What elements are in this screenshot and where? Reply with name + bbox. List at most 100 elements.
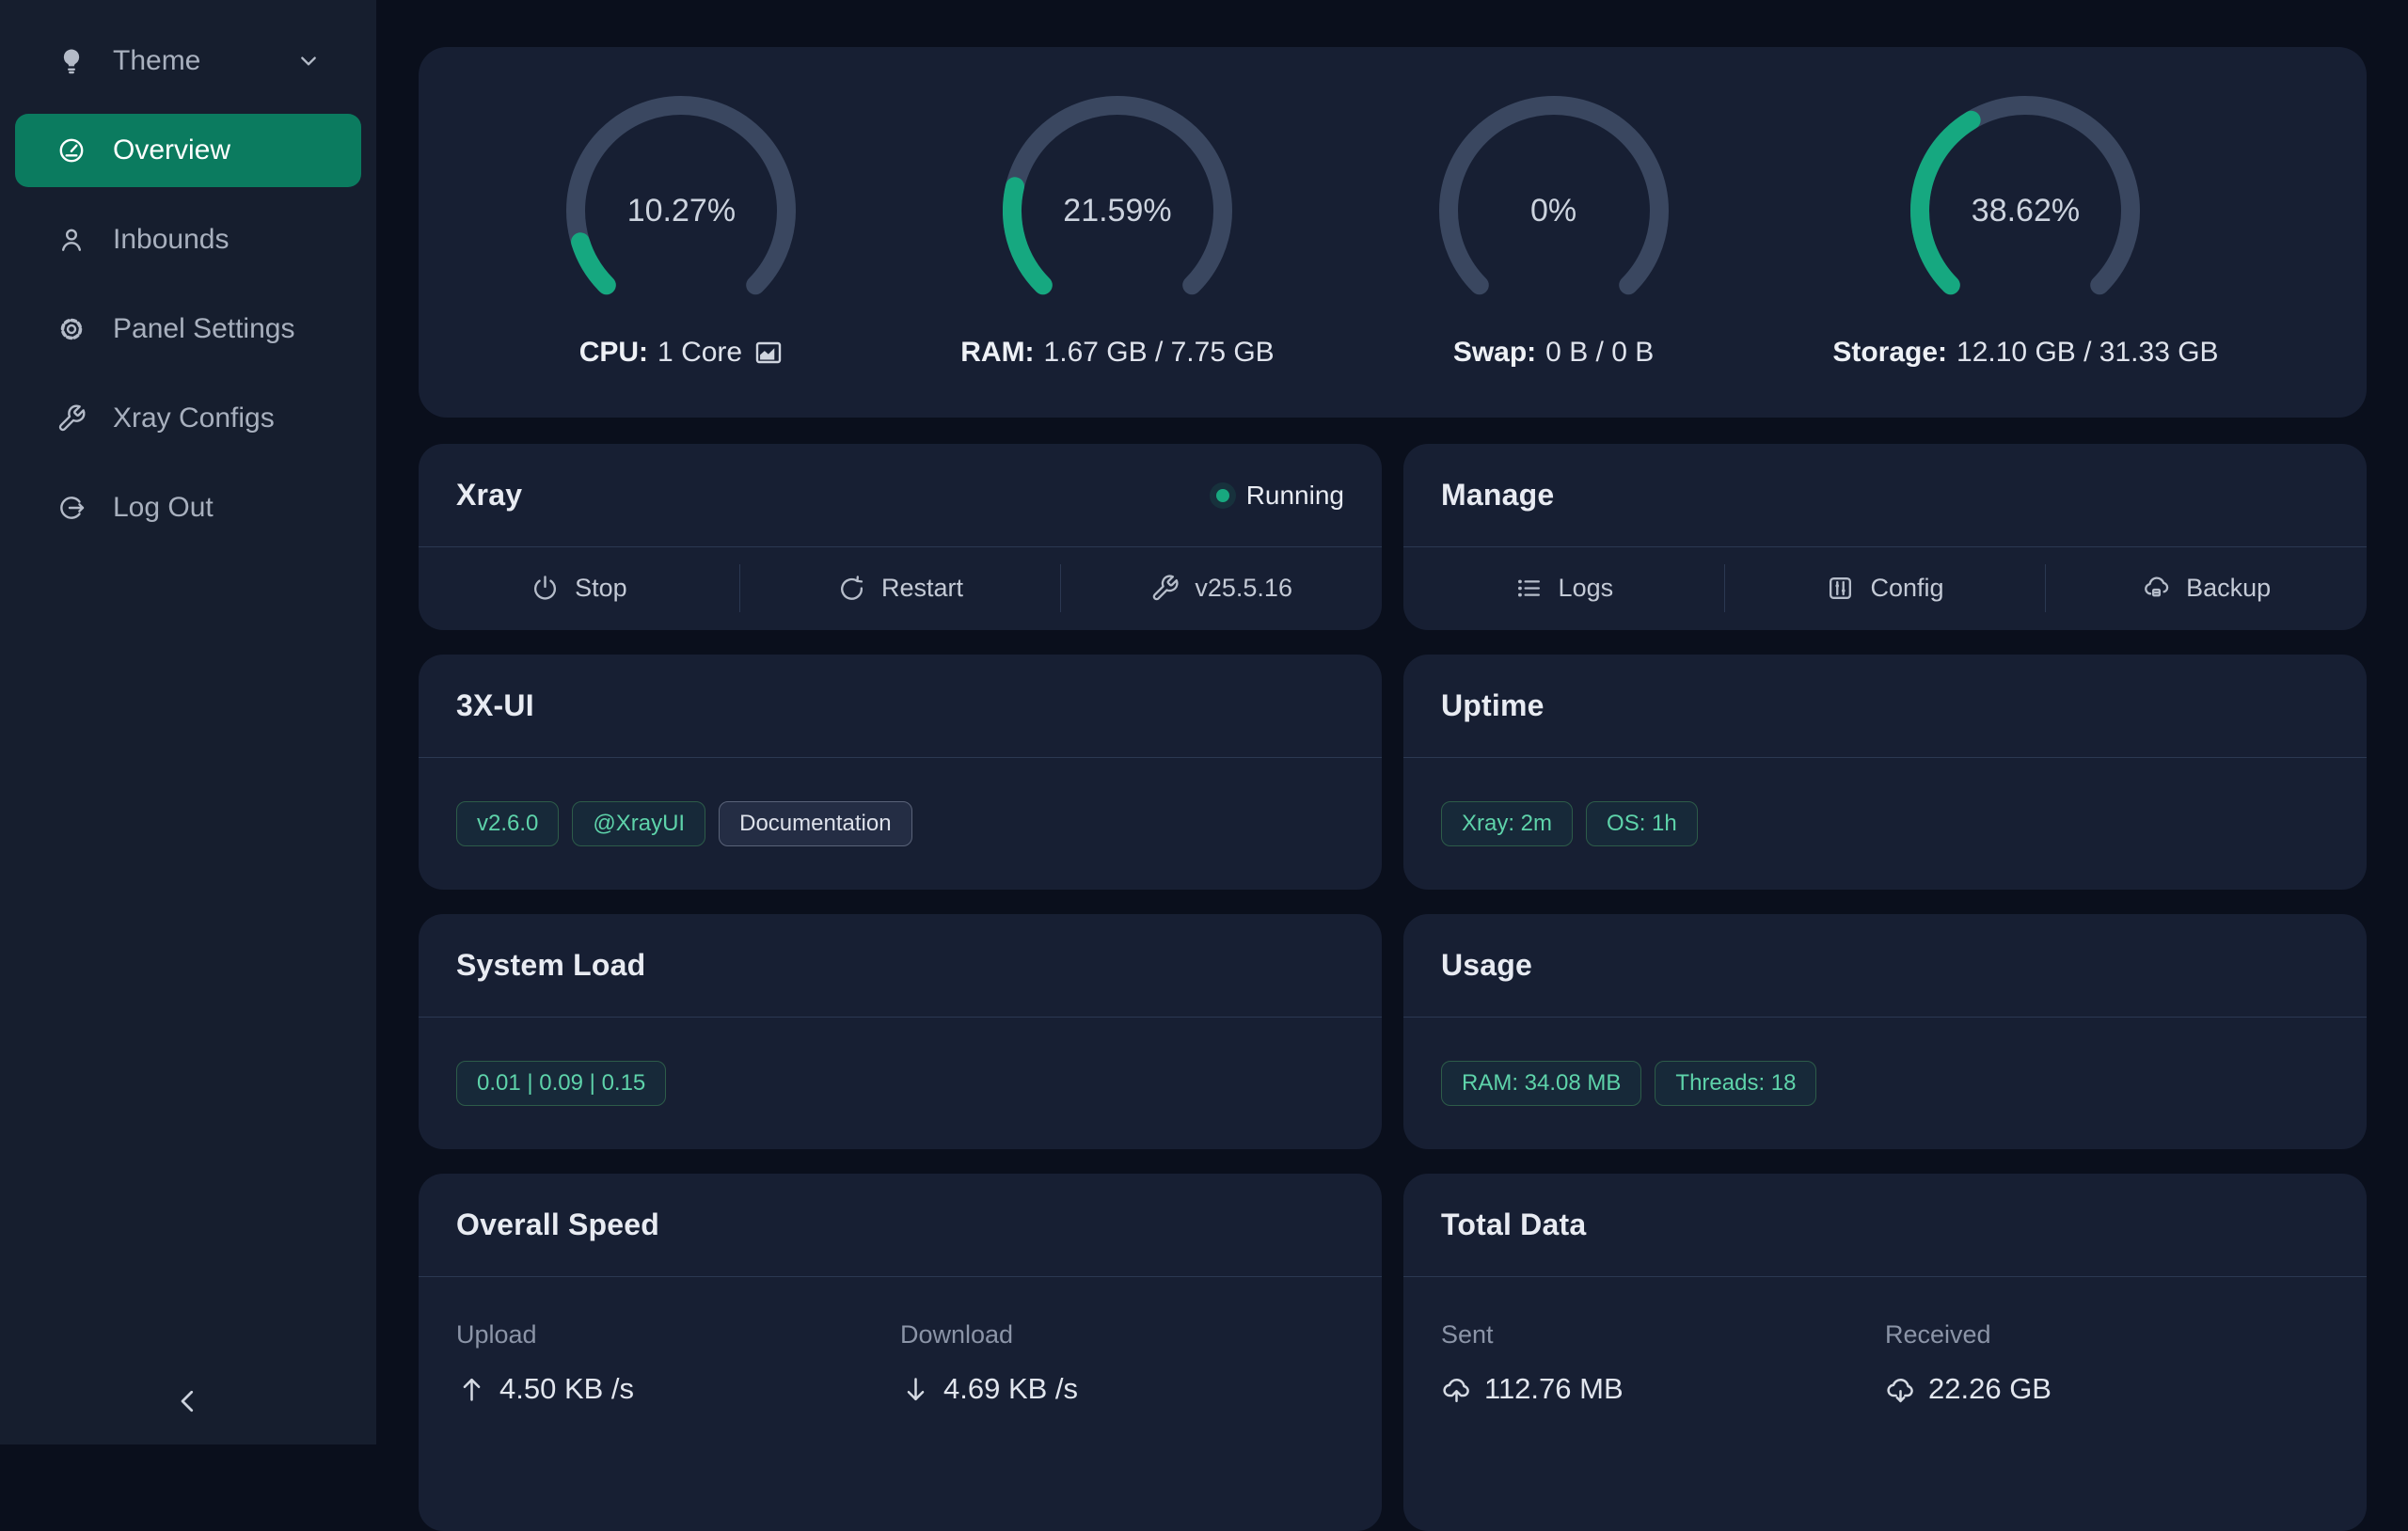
sidebar-item-label: Overview: [113, 134, 231, 166]
sidebar-item-theme[interactable]: Theme: [15, 24, 361, 98]
gauge-label-value: 12.10 GB / 31.33 GB: [1956, 337, 2219, 368]
overall-speed-card-title: Overall Speed: [456, 1207, 660, 1241]
system-load-card: System Load 0.01 | 0.09 | 0.15: [419, 914, 1382, 1149]
3x-ui-card: 3X-UI v2.6.0 @XrayUI Documentation: [419, 655, 1382, 890]
3x-ui-card-title: 3X-UI: [456, 688, 534, 722]
uptime-card: Uptime Xray: 2m OS: 1h: [1403, 655, 2367, 890]
gauge-ring-storage: 38.62%: [1910, 96, 2141, 325]
sidebar: Theme Overview Inbounds Panel Settings Xray …: [0, 0, 376, 1444]
manage-actions-row: Logs Config Backup: [1403, 547, 2367, 629]
tag-threads-18: Threads: 18: [1655, 1060, 1817, 1106]
tag-v2-6-0[interactable]: v2.6.0: [456, 800, 560, 846]
usage-card-title: Usage: [1441, 948, 1533, 982]
tag-ram-34-08-mb: RAM: 34.08 MB: [1441, 1060, 1642, 1106]
usage-card: Usage RAM: 34.08 MB Threads: 18: [1403, 914, 2367, 1149]
sidebar-item-panel-settings[interactable]: Panel Settings: [15, 292, 361, 366]
chevron-down-icon: [293, 46, 324, 76]
sidebar-item-label: Panel Settings: [113, 313, 295, 344]
gauge-label-swap: Swap: 0 B / 0 B: [1453, 337, 1654, 369]
main-content: 10.27% CPU: 1 Core 21.59% RAM: 1.67 GB / 7.75…: [376, 0, 2408, 1531]
gauge-percent-ram: 21.59%: [1063, 192, 1172, 229]
gauge-percent-cpu: 10.27%: [626, 192, 737, 229]
gauge-label-name: CPU:: [578, 337, 649, 368]
gauge-label-value: 1.67 GB / 7.75 GB: [1043, 337, 1275, 368]
logs-button[interactable]: Logs: [1403, 547, 1724, 629]
xray-card-header: Xray Running: [419, 444, 1382, 547]
stat-value-row: 112.76 MB: [1441, 1372, 1885, 1406]
gauge-ram: 21.59% RAM: 1.67 GB / 7.75 GB: [960, 96, 1275, 369]
stat-sent: Sent 112.76 MB: [1441, 1320, 1885, 1530]
xray-card-title: Xray: [456, 478, 523, 512]
sidebar-item-xray-configs[interactable]: Xray Configs: [15, 382, 361, 455]
wrench-icon: [56, 403, 87, 434]
sidebar-item-label: Xray Configs: [113, 402, 275, 434]
gauge-label-name: Swap:: [1452, 337, 1537, 368]
gauge-ring-ram: 21.59%: [1002, 96, 1232, 325]
stat-upload: Upload 4.50 KB /s: [456, 1320, 900, 1530]
status-dot-icon: [1215, 488, 1229, 502]
gauge-label-value: 0 B / 0 B: [1545, 337, 1655, 368]
sidebar-item-inbounds[interactable]: Inbounds: [15, 203, 361, 276]
sidebar-item-label: Inbounds: [113, 224, 230, 255]
action-label: Stop: [575, 574, 627, 602]
tag-xrayui[interactable]: @XrayUI: [572, 800, 706, 846]
logout-icon: [56, 493, 87, 523]
stat-label: Download: [900, 1320, 1014, 1349]
config-button[interactable]: Config: [1725, 547, 2046, 629]
arrow-down-icon: [900, 1374, 931, 1405]
restart-icon: [837, 574, 866, 603]
total-data-card-title: Total Data: [1441, 1207, 1587, 1241]
system-load-tags-row: 0.01 | 0.09 | 0.15: [419, 1018, 1382, 1148]
stat-label: Received: [1885, 1320, 1991, 1349]
usage-card-header: Usage: [1403, 914, 2367, 1018]
sidebar-item-log-out[interactable]: Log Out: [15, 471, 361, 545]
sidebar-collapse-button[interactable]: [0, 1384, 376, 1418]
cloud-upload-icon: [1441, 1374, 1472, 1405]
divider: [1060, 564, 1062, 612]
gauge-label-name: Storage:: [1832, 337, 1948, 368]
gauge-label-cpu: CPU: 1 Core: [579, 337, 784, 369]
total-data-card-header: Total Data: [1403, 1174, 2367, 1277]
dashboard-icon: [56, 135, 87, 166]
action-label: Config: [1870, 574, 1944, 602]
3x-ui-card-header: 3X-UI: [419, 655, 1382, 758]
tag-xray-2m: Xray: 2m: [1441, 800, 1574, 846]
total-data-card: Total Data Sent 112.76 MB Received 22.26 GB: [1403, 1174, 2367, 1531]
overall-speed-card: Overall Speed Upload 4.50 KB /s Download 4.…: [419, 1174, 1382, 1531]
gauge-ring-cpu: 10.27%: [566, 96, 797, 325]
stat-value-row: 22.26 GB: [1885, 1372, 2329, 1406]
3x-ui-tags-row: v2.6.0 @XrayUI Documentation: [419, 758, 1382, 889]
action-label: Restart: [880, 574, 964, 602]
sidebar-item-label: Theme: [113, 45, 201, 76]
bulb-icon: [56, 46, 87, 76]
tag-documentation[interactable]: Documentation: [719, 800, 912, 846]
manage-card-header: Manage: [1403, 444, 2367, 547]
cloud-backup-icon: [2142, 574, 2171, 603]
stat-download: Download 4.69 KB /s: [900, 1320, 1344, 1530]
backup-button[interactable]: Backup: [2046, 547, 2367, 629]
stat-received: Received 22.26 GB: [1885, 1320, 2329, 1530]
uptime-card-header: Uptime: [1403, 655, 2367, 758]
gauge-label-storage: Storage: 12.10 GB / 31.33 GB: [1832, 337, 2218, 369]
gauge-label-name: RAM:: [960, 337, 1035, 368]
stat-value: 4.69 KB /s: [943, 1372, 1079, 1405]
user-icon: [56, 225, 87, 255]
system-load-card-title: System Load: [456, 948, 646, 982]
divider: [2045, 564, 2047, 612]
stat-value: 22.26 GB: [1928, 1372, 2052, 1405]
restart-button[interactable]: Restart: [740, 547, 1061, 629]
total-data-stats: Sent 112.76 MB Received 22.26 GB: [1403, 1277, 2367, 1530]
sidebar-item-overview[interactable]: Overview: [15, 114, 361, 187]
tag-0-01-0-09-0-15: 0.01 | 0.09 | 0.15: [456, 1060, 667, 1106]
xray-status-badge: Running: [1215, 481, 1344, 511]
sliders-icon: [1826, 574, 1855, 603]
sidebar-item-label: Log Out: [113, 492, 214, 523]
action-label: Logs: [1558, 574, 1614, 602]
uptime-card-title: Uptime: [1441, 688, 1545, 722]
stop-button[interactable]: Stop: [419, 547, 739, 629]
v25-5-16-button[interactable]: v25.5.16: [1061, 547, 1382, 629]
gear-icon: [56, 314, 87, 344]
stat-value: 4.50 KB /s: [499, 1372, 635, 1405]
divider: [738, 564, 740, 612]
area-chart-icon[interactable]: [753, 338, 784, 368]
